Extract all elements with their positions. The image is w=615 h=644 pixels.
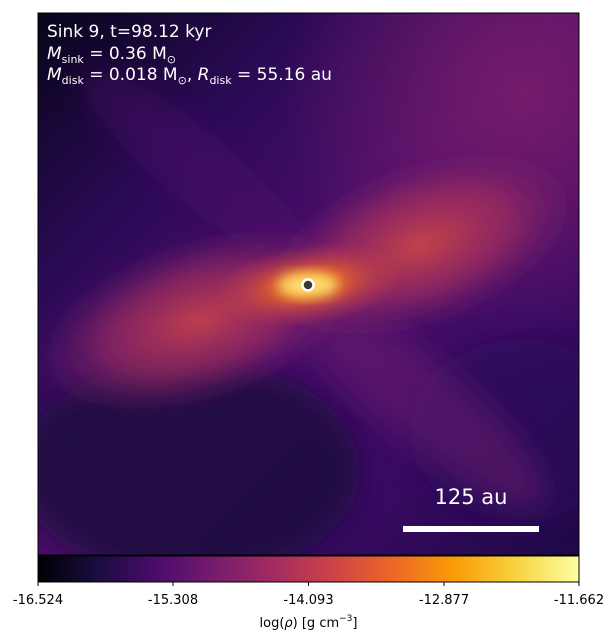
colorbar-tick-label: -16.524 xyxy=(13,593,63,608)
colorbar-axis-label: log(ρ) [g cm−3] xyxy=(260,614,358,631)
colorbar-tick-label: -14.093 xyxy=(283,593,333,608)
scale-bar-label: 125 au xyxy=(435,485,508,509)
panel-title: Sink 9, t=98.12 kyr xyxy=(47,22,211,42)
colorbar-tick-label: -12.877 xyxy=(419,593,469,608)
sink-mass-label: Msink = 0.36 M⊙ xyxy=(47,44,176,66)
colorbar-tick-label: -11.662 xyxy=(554,593,604,608)
density-map: Sink 9, t=98.12 kyr Msink = 0.36 M⊙ Mdis… xyxy=(38,13,579,555)
colorbar: -16.524 -15.308 -14.093 -12.877 -11.662 … xyxy=(13,555,604,631)
colorbar-tick-label: -15.308 xyxy=(148,593,198,608)
scale-bar xyxy=(403,526,539,532)
disk-properties-label: Mdisk = 0.018 M⊙, Rdisk = 55.16 au xyxy=(47,65,332,87)
sink-marker xyxy=(301,278,315,292)
